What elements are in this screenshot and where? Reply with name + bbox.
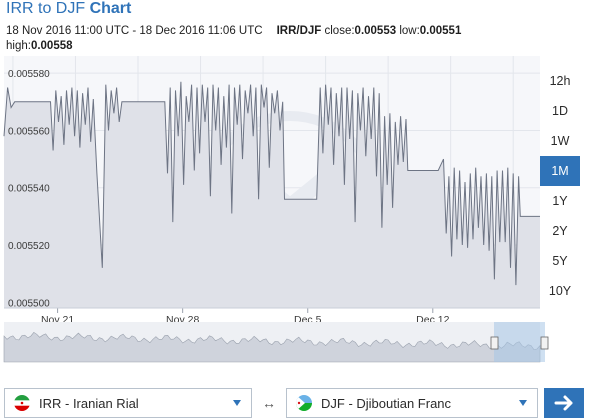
chevron-down-icon xyxy=(233,400,241,406)
range-1y-button[interactable]: 1Y xyxy=(552,194,568,208)
y-axis-ticks: 0.005580 0.005560 0.005540 0.005520 0.005500 xyxy=(8,69,50,309)
y-tick-label: 0.005500 xyxy=(8,298,50,309)
close-label: close: xyxy=(321,25,355,37)
range-selector: 12h 1D 1W 1M 1Y 2Y 5Y 10Y xyxy=(540,66,580,306)
high-label: high: xyxy=(6,40,31,52)
range-1d-button[interactable]: 1D xyxy=(552,104,568,118)
range-10y-button[interactable]: 10Y xyxy=(548,284,572,298)
pair-label: IRR/DJF xyxy=(276,25,322,37)
close-value: 0.00553 xyxy=(354,25,397,37)
range-1w-button[interactable]: 1W xyxy=(550,134,570,148)
y-tick-label: 0.005580 xyxy=(8,69,50,80)
navigator-area xyxy=(3,332,541,363)
djibouti-flag-icon xyxy=(296,395,312,411)
title-prefix: IRR to DJF xyxy=(6,0,90,17)
navigator[interactable] xyxy=(3,322,549,363)
y-tick-label: 0.005560 xyxy=(8,126,50,137)
chart-area[interactable]: 0.005580 0.005560 0.005540 0.005520 0.005500… xyxy=(0,54,600,364)
price-chart[interactable]: 0.005580 0.005560 0.005540 0.005520 0.005500… xyxy=(0,54,600,364)
from-currency-select[interactable]: IRR - Iranian Rial xyxy=(4,388,252,418)
price-area xyxy=(4,81,540,308)
date-range: 18 Nov 2016 11:00 UTC - 18 Dec 2016 11:0… xyxy=(6,25,263,37)
convert-button[interactable] xyxy=(544,388,584,418)
price-line xyxy=(3,81,540,286)
range-5y-button[interactable]: 5Y xyxy=(552,254,568,268)
arrow-right-icon xyxy=(554,395,573,411)
to-currency-select[interactable]: DJF - Djiboutian Franc xyxy=(286,388,538,418)
chevron-down-icon xyxy=(519,400,527,406)
y-tick-label: 0.005520 xyxy=(8,241,50,252)
iran-flag-icon xyxy=(14,395,30,411)
navigator-selection[interactable] xyxy=(494,322,545,362)
navigator-handle-left[interactable] xyxy=(490,336,499,350)
title-bold: Chart xyxy=(89,0,132,17)
low-value: 0.00551 xyxy=(419,25,462,37)
range-1m-button[interactable]: 1M xyxy=(540,156,580,186)
swap-icon[interactable]: ↔ xyxy=(262,395,276,411)
converter-bar: IRR - Iranian Rial ↔ DJF - Djiboutian Fr… xyxy=(0,388,600,418)
high-value: 0.00558 xyxy=(30,40,73,52)
low-label: low: xyxy=(396,25,420,37)
y-tick-label: 0.005540 xyxy=(8,184,50,195)
navigator-handle-right[interactable] xyxy=(540,336,549,350)
from-currency-label: IRR - Iranian Rial xyxy=(39,395,139,411)
range-2y-button[interactable]: 2Y xyxy=(552,224,568,238)
to-currency-label: DJF - Djiboutian Franc xyxy=(321,395,452,411)
range-12h-button[interactable]: 12h xyxy=(549,74,571,88)
rate-summary: 18 Nov 2016 11:00 UTC - 18 Dec 2016 11:0… xyxy=(6,24,566,54)
page-title: IRR to DJF Chart xyxy=(6,0,131,18)
